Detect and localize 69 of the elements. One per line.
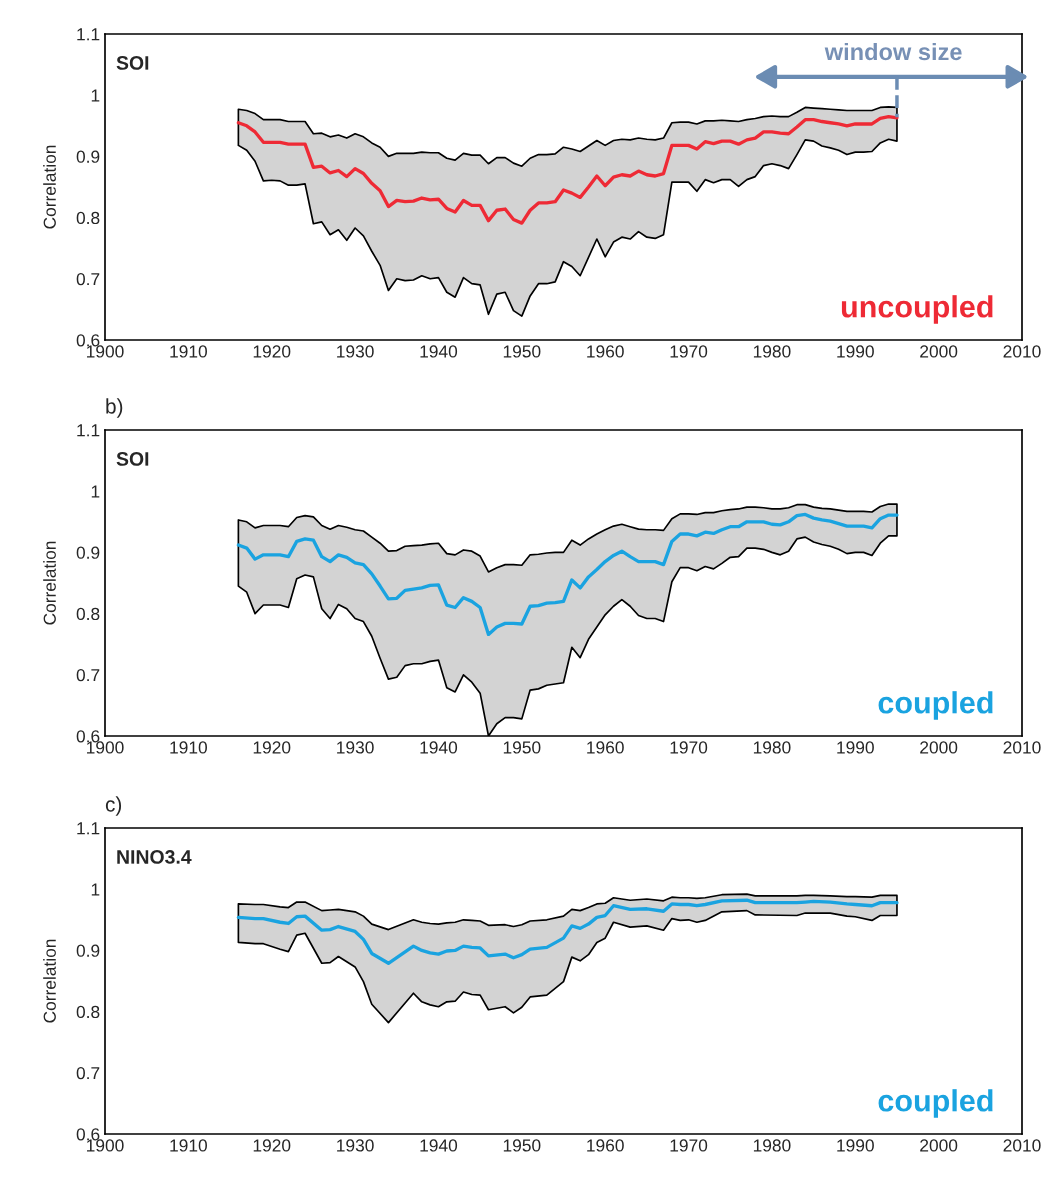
y-tick-label: 0.6 xyxy=(76,730,100,743)
annotation: uncoupled xyxy=(841,295,993,324)
x-tick-label: 1960 xyxy=(587,1139,624,1152)
x-tick-label: 1980 xyxy=(753,345,791,358)
x-tick-label: 1940 xyxy=(420,1139,458,1152)
y-tick-label: 0.8 xyxy=(76,607,100,621)
x-tick-label: 1990 xyxy=(837,741,874,754)
x-tick-label: 1920 xyxy=(253,345,291,358)
y-tick-label: 1 xyxy=(91,883,100,896)
x-tick-label: 1920 xyxy=(253,1139,291,1152)
x-tick-label: 2000 xyxy=(920,741,958,754)
y-tick-label: 1 xyxy=(91,89,100,102)
y-tick-label: 1.1 xyxy=(77,822,100,835)
y-tick-label: 0.7 xyxy=(76,668,100,682)
chart-subtitle: c) xyxy=(105,796,122,816)
x-tick-label: 1950 xyxy=(503,741,541,754)
line-series xyxy=(236,898,899,965)
y-tick-label: 0.9 xyxy=(76,150,100,163)
x-tick-label: 1950 xyxy=(503,345,541,358)
x-tick-label: 1970 xyxy=(670,741,708,754)
x-tick-label: 1910 xyxy=(170,1139,207,1152)
x-tick-label: 1980 xyxy=(753,741,791,754)
x-tick-label: 1990 xyxy=(837,345,874,358)
y-tick-label: 0.7 xyxy=(76,1066,100,1080)
y-tick-label: 0.6 xyxy=(76,334,100,347)
y-tick-label: 1.1 xyxy=(77,424,100,437)
x-tick-label: 1940 xyxy=(420,345,458,358)
x-tick-label: 2010 xyxy=(1003,1139,1041,1152)
x-tick-label: 1960 xyxy=(587,741,624,754)
x-tick-label: 1900 xyxy=(87,345,124,358)
text: SOI xyxy=(116,56,149,70)
x-tick-label: 1930 xyxy=(337,345,374,358)
y-tick-label: 0.7 xyxy=(76,272,100,286)
y-axis-title: Correlation xyxy=(43,145,56,229)
x-tick-label: 2010 xyxy=(1003,345,1041,358)
x-tick-label: 1900 xyxy=(87,1139,124,1152)
x-tick-label: 2000 xyxy=(920,1139,958,1152)
x-tick-label: 1970 xyxy=(670,345,708,358)
x-tick-label: 1990 xyxy=(837,1139,874,1152)
y-tick-label: 0.8 xyxy=(76,211,100,225)
line-series xyxy=(236,114,899,225)
x-tick-label: 1930 xyxy=(337,741,374,754)
x-tick-label: 1930 xyxy=(337,1139,374,1152)
line-series xyxy=(236,512,899,637)
y-axis-title: Correlation xyxy=(43,939,56,1023)
annotation: coupled xyxy=(878,1089,993,1118)
x-tick-label: 2010 xyxy=(1003,741,1041,754)
y-tick-label: 1.1 xyxy=(77,28,100,41)
y-tick-label: 0.9 xyxy=(76,944,100,957)
x-tick-label: 1940 xyxy=(420,741,458,754)
x-tick-label: 1900 xyxy=(87,741,124,754)
x-tick-label: 1960 xyxy=(587,345,624,358)
y-axis-title: Correlation xyxy=(43,541,56,625)
x-tick-label: 1980 xyxy=(753,1139,791,1152)
text: NINO3.4 xyxy=(117,850,192,864)
y-tick-label: 0.9 xyxy=(76,546,100,559)
x-tick-label: 1970 xyxy=(670,1139,708,1152)
x-tick-label: 1920 xyxy=(253,741,291,754)
annotation: window size xyxy=(824,42,962,61)
y-tick-label: 1 xyxy=(91,485,100,498)
x-tick-label: 2000 xyxy=(920,345,958,358)
chart-subtitle: b) xyxy=(106,398,123,418)
text: SOI xyxy=(116,452,149,466)
x-tick-label: 1910 xyxy=(170,345,207,358)
x-tick-label: 1910 xyxy=(170,741,207,754)
x-tick-label: 1950 xyxy=(503,1139,541,1152)
y-tick-label: 0.6 xyxy=(76,1128,100,1141)
annotation: coupled xyxy=(878,691,993,720)
y-tick-label: 0.8 xyxy=(76,1005,100,1019)
